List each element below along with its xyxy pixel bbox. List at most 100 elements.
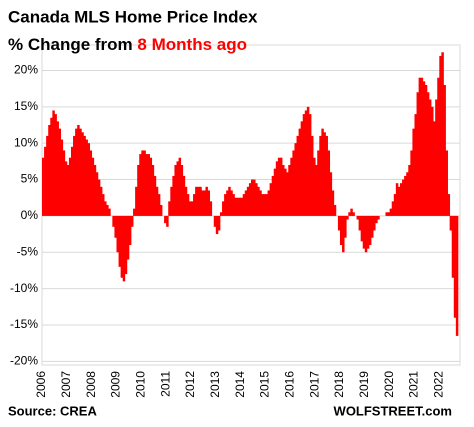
bar [298,128,302,216]
bar [222,201,225,216]
bar [151,165,155,216]
bar [126,215,130,260]
bar [424,85,428,216]
bar [58,128,62,216]
x-tick-label: 2010 [133,371,147,398]
bar [292,150,295,216]
bar [261,194,264,216]
bar [70,146,74,216]
bar [387,212,391,216]
bar [375,215,378,224]
bar [159,205,163,216]
bar [207,190,211,216]
bar [431,106,434,216]
bar [441,52,444,216]
bar [42,157,45,216]
y-tick-label: 15% [14,99,38,113]
bar [248,183,252,216]
bar [44,146,47,216]
bar [373,215,376,231]
bar [406,172,409,216]
bar [275,161,279,216]
bar [259,190,262,216]
bar [308,114,312,216]
bar [327,150,331,216]
bar [97,179,101,216]
bar [228,186,231,216]
bar [451,215,455,278]
x-tick-label: 2022 [431,371,445,398]
bar [104,201,107,216]
x-tick-label: 2008 [84,371,98,398]
bar [85,139,88,216]
bar [178,157,182,216]
bar [296,135,299,216]
bar [234,197,237,216]
bar [180,165,184,216]
bar [290,157,293,216]
bar [288,165,291,216]
bar [284,168,287,216]
bar [130,215,134,227]
bar [217,215,221,231]
bar [52,110,55,216]
bar [213,215,217,227]
x-tick-label: 2006 [34,371,48,398]
bar [393,194,397,216]
bar [205,186,208,216]
bar [304,110,308,216]
bar [224,194,227,216]
bar [83,135,86,216]
bar [182,175,186,216]
bar [399,183,403,216]
bar [64,161,68,216]
x-tick-label: 2016 [282,371,296,398]
bar [397,186,401,216]
bar [157,194,161,216]
bar [331,190,335,216]
bar [219,212,223,216]
grid [42,69,460,362]
bar [371,215,374,238]
bar [366,215,370,249]
bar [60,139,64,216]
bar [112,215,115,227]
bar [87,143,90,216]
bar [66,165,70,216]
bar [358,215,362,231]
bar [342,215,345,253]
bar [114,215,117,238]
bar [350,208,353,216]
y-tick-label: 10% [14,135,38,149]
bar [311,135,314,216]
bar [277,157,281,216]
x-tick-label: 2007 [59,371,73,398]
bar [168,201,171,216]
bar [253,179,256,216]
x-tick-label: 2013 [208,371,222,398]
bar [143,150,146,216]
bar [402,179,405,216]
x-tick-label: 2015 [258,371,272,398]
bar [172,175,175,216]
bar [201,190,204,216]
bar [164,215,167,224]
bar [68,157,72,216]
bar [153,175,157,216]
bar [48,125,51,216]
bar [77,125,80,216]
y-tick-label: -10% [10,281,38,295]
bar [170,186,173,216]
y-tick-label: 20% [14,63,38,77]
bar [443,85,446,216]
bar [385,212,388,216]
bar [95,172,99,216]
bar [348,212,351,216]
bar [236,197,239,216]
bar [89,150,93,216]
bar [325,135,328,216]
bar [271,175,275,216]
bar [215,215,219,235]
bar [133,208,136,216]
bar [294,143,297,216]
